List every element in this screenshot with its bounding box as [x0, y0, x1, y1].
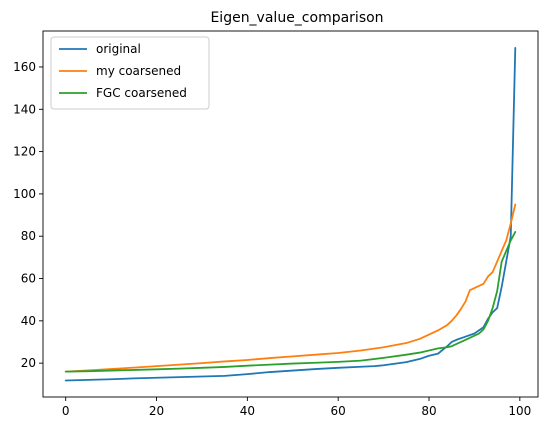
chart-title: Eigen_value_comparison	[210, 10, 383, 26]
x-tick-label: 80	[421, 404, 436, 418]
legend-box	[50, 36, 210, 110]
series-line-2	[64, 203, 517, 373]
axes-frame	[42, 30, 539, 398]
x-tick-label: 40	[240, 404, 255, 418]
y-tick-label: 80	[21, 229, 36, 243]
y-tick-label: 160	[13, 60, 36, 74]
y-tick-label: 140	[13, 102, 36, 116]
y-tick-label: 100	[13, 187, 36, 201]
x-tick-label: 20	[149, 404, 164, 418]
y-tick-label: 60	[21, 272, 36, 286]
axes: 0 20 40 60 80 100 20 40 60 80 100 120 140 160	[13, 30, 539, 418]
y-tick-label: 40	[21, 314, 36, 328]
legend: original my coarsened FGC coarsened	[50, 36, 210, 110]
x-tick-label: 0	[62, 404, 70, 418]
legend-label: my coarsened	[96, 64, 181, 78]
y-tick-label: 20	[21, 356, 36, 370]
legend-label: original	[96, 42, 141, 56]
y-tick-label: 120	[13, 145, 36, 159]
legend-label: FGC coarsened	[96, 86, 187, 100]
plot-area	[64, 47, 517, 382]
series-line-3	[64, 231, 517, 373]
x-tick-label: 100	[508, 404, 531, 418]
x-tick-label: 60	[331, 404, 346, 418]
